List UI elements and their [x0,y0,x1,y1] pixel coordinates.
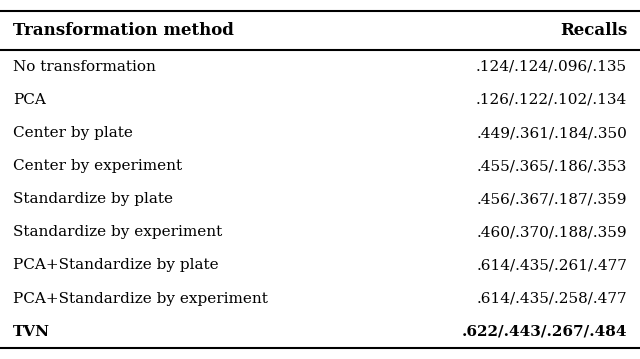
Text: .614/.435/.261/.477: .614/.435/.261/.477 [476,258,627,272]
Text: Transformation method: Transformation method [13,22,234,39]
Text: .614/.435/.258/.477: .614/.435/.258/.477 [477,292,627,306]
Text: .449/.361/.184/.350: .449/.361/.184/.350 [476,126,627,140]
Text: PCA: PCA [13,93,45,107]
Text: Standardize by plate: Standardize by plate [13,192,173,206]
Text: TVN: TVN [13,325,50,339]
Text: Recalls: Recalls [560,22,627,39]
Text: .456/.367/.187/.359: .456/.367/.187/.359 [477,192,627,206]
Text: .126/.122/.102/.134: .126/.122/.102/.134 [476,93,627,107]
Text: PCA+Standardize by plate: PCA+Standardize by plate [13,258,218,272]
Text: .622/.443/.267/.484: .622/.443/.267/.484 [461,325,627,339]
Text: .455/.365/.186/.353: .455/.365/.186/.353 [477,159,627,173]
Text: Center by experiment: Center by experiment [13,159,182,173]
Text: Standardize by experiment: Standardize by experiment [13,225,222,239]
Text: .460/.370/.188/.359: .460/.370/.188/.359 [477,225,627,239]
Text: PCA+Standardize by experiment: PCA+Standardize by experiment [13,292,268,306]
Text: .124/.124/.096/.135: .124/.124/.096/.135 [476,60,627,74]
Text: Center by plate: Center by plate [13,126,132,140]
Text: No transformation: No transformation [13,60,156,74]
